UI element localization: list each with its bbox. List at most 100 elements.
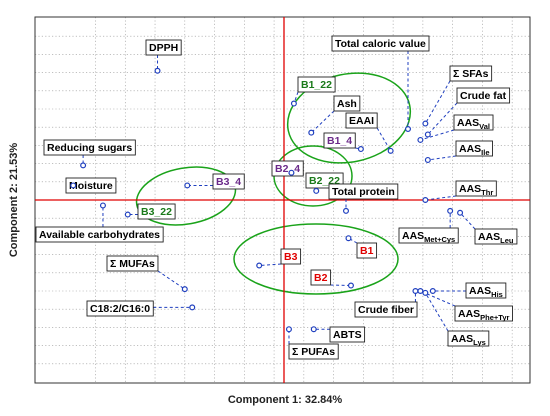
label-box	[43, 139, 136, 156]
label-box	[86, 300, 154, 317]
leader-line	[420, 290, 456, 307]
data-point-aas-his	[429, 288, 436, 295]
label-crude-fat: Crude fat	[460, 90, 507, 102]
origin-axes	[35, 17, 530, 383]
data-point-reducing-sugars	[80, 162, 87, 169]
data-point-b1-4	[357, 146, 364, 153]
data-point-moisture	[70, 182, 77, 189]
data-point-crude-fat	[424, 131, 431, 138]
label-ash: Ash	[337, 98, 357, 110]
label-box	[474, 228, 518, 245]
label-box	[455, 180, 497, 197]
label-box	[333, 95, 361, 112]
label-b1-22: B1_22	[301, 79, 332, 91]
label-box	[454, 305, 513, 322]
label-total-protein: Total protein	[332, 186, 395, 198]
leader-line	[427, 155, 457, 161]
label-sfas: Σ SFAs	[453, 68, 489, 80]
label-c18-2-c16-0: C18:2/C16:0	[90, 303, 150, 315]
data-point-pufas	[285, 326, 292, 333]
leader-line	[459, 212, 476, 230]
data-point-eaai	[387, 147, 394, 154]
leader-line	[420, 129, 455, 141]
label-dpph: DPPH	[149, 42, 178, 54]
label-pufas: Σ PUFAs	[292, 346, 335, 358]
label-moisture: Moisture	[69, 180, 113, 192]
label-box	[323, 132, 356, 149]
leader-line	[376, 127, 392, 152]
label-box	[271, 160, 304, 177]
data-point-b1	[345, 235, 352, 242]
label-eaai: EAAI	[349, 115, 374, 127]
label-box	[65, 177, 117, 194]
label-box	[456, 87, 511, 104]
data-point-mufas	[181, 286, 188, 293]
group-ellipse	[233, 223, 399, 295]
data-point-b3-4	[184, 182, 191, 189]
label-b3-22: B3_22	[141, 206, 172, 218]
label-box	[212, 173, 245, 190]
data-point-aas-val	[417, 136, 424, 143]
label-box	[398, 227, 459, 244]
data-point-aas-phe-tyr	[417, 288, 424, 295]
data-point-ash	[308, 129, 315, 136]
label-box	[354, 301, 418, 318]
label-box	[297, 76, 336, 93]
leader-line	[259, 263, 282, 267]
data-point-crude-fiber	[412, 288, 419, 295]
data-point-aas-leu	[457, 209, 464, 216]
label-box	[331, 35, 430, 52]
data-point-aas-lys	[422, 289, 429, 296]
group-ellipse	[286, 72, 412, 164]
data-point-sfas	[422, 120, 429, 127]
data-point-b3-22	[124, 211, 131, 218]
label-b2-4: B2_4	[275, 163, 300, 175]
label-mufas: Σ MUFAs	[110, 258, 155, 270]
leader-line	[427, 102, 458, 135]
y-axis-label: Component 2: 21.53%	[8, 143, 20, 258]
data-point-aas-ile	[424, 156, 431, 163]
x-axis-label: Component 1: 32.84%	[228, 394, 343, 406]
label-box	[328, 183, 399, 200]
leader-line	[293, 91, 299, 104]
label-box	[145, 39, 182, 56]
data-point-aas-thr	[422, 197, 429, 204]
label-box	[455, 140, 493, 157]
data-point-total-protein	[343, 207, 350, 214]
label-total-caloric-value: Total caloric value	[335, 38, 426, 50]
label-available-carbohydrates: Available carbohydrates	[39, 229, 160, 241]
label-box	[329, 326, 366, 343]
label-b1-4: B1_4	[327, 135, 352, 147]
label-box	[310, 269, 332, 286]
data-point-c18-2-c16-0	[189, 304, 196, 311]
label-box	[356, 242, 378, 259]
data-point-abts	[310, 326, 317, 333]
label-box	[35, 226, 164, 243]
label-reducing-sugars: Reducing sugars	[47, 142, 132, 154]
label-b2: B2	[314, 272, 328, 284]
label-box	[106, 255, 159, 272]
data-point-total-caloric-value	[405, 126, 412, 133]
label-box	[453, 114, 494, 131]
label-box	[137, 203, 176, 220]
label-b3: B3	[284, 251, 298, 263]
leader-line	[424, 80, 451, 124]
data-point-b1-22	[290, 100, 297, 107]
label-box	[447, 330, 490, 347]
label-box	[449, 65, 493, 82]
leader-line	[424, 292, 449, 332]
data-point-b2-4	[288, 169, 295, 176]
data-point-b2-22	[313, 187, 320, 194]
label-b3-4: B3_4	[216, 176, 241, 188]
leader-line	[330, 284, 351, 287]
label-box	[280, 248, 302, 265]
data-point-available-carbohydrates	[99, 202, 106, 209]
label-box	[465, 282, 507, 299]
label-crude-fiber: Crude fiber	[358, 304, 414, 316]
data-points: DPPH B1_22 Total caloric value Σ SFAs Ash Cru…	[35, 35, 518, 360]
data-point-dpph	[154, 67, 161, 74]
label-abts: ABTS	[333, 329, 362, 341]
label-box	[345, 112, 378, 129]
